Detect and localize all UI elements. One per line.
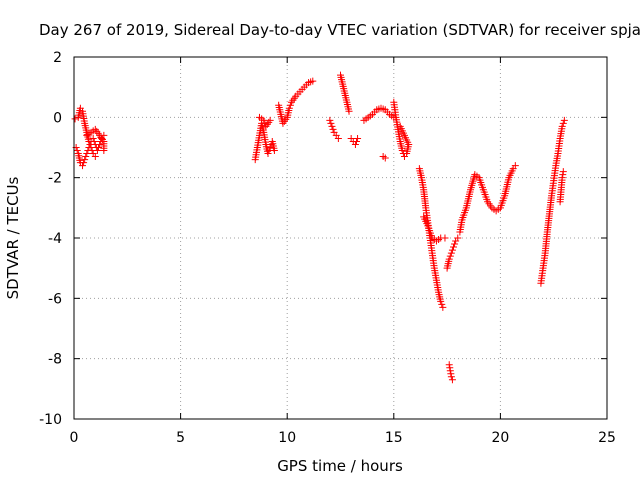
data-point (264, 150, 272, 158)
data-point (334, 134, 342, 142)
data-point (328, 122, 336, 130)
y-tick-label: -10 (39, 412, 62, 428)
data-point (454, 234, 462, 242)
data-point (441, 234, 449, 242)
data-point (85, 144, 93, 151)
data-point (93, 147, 101, 155)
data-point (439, 303, 447, 311)
x-tick-label: 10 (278, 430, 296, 446)
data-point (96, 140, 104, 148)
x-tick-label: 20 (491, 430, 509, 446)
data-point (559, 119, 567, 127)
data-point (260, 116, 268, 124)
data-point (558, 122, 566, 130)
data-point (558, 174, 566, 182)
data-point (89, 134, 97, 142)
data-point (560, 116, 568, 124)
y-tick-label: 2 (53, 50, 62, 66)
data-point (446, 364, 454, 372)
data-point (309, 77, 317, 85)
y-tick-label: -6 (48, 291, 62, 307)
data-point (95, 144, 103, 151)
data-point (381, 154, 389, 162)
data-point (81, 156, 89, 164)
data-points (71, 71, 568, 384)
data-point (351, 140, 359, 148)
data-point (396, 122, 404, 130)
x-axis-ticks: 0 5 10 15 20 25 (70, 57, 616, 446)
data-point (354, 134, 362, 142)
data-point (448, 376, 456, 384)
data-point (326, 116, 334, 124)
data-point (83, 150, 91, 158)
data-point (449, 243, 457, 251)
y-tick-label: -4 (48, 231, 62, 247)
data-point (82, 153, 90, 161)
data-point (285, 104, 293, 112)
data-point (445, 255, 453, 263)
y-tick-label: 0 (53, 110, 62, 126)
data-point (80, 159, 88, 167)
data-point (559, 168, 567, 176)
data-point (445, 361, 453, 369)
data-point (398, 147, 406, 155)
data-point (100, 147, 108, 155)
data-point (447, 249, 455, 257)
data-point (447, 373, 455, 381)
data-point (73, 147, 81, 155)
plot-frame (73, 56, 608, 420)
data-point (84, 147, 92, 155)
x-tick-label: 15 (385, 430, 403, 446)
data-point (327, 119, 335, 127)
data-point (91, 153, 99, 161)
data-point (446, 252, 454, 260)
data-point (270, 147, 278, 155)
data-point (437, 297, 445, 305)
data-point (90, 137, 98, 145)
data-point (448, 246, 456, 254)
data-point (511, 162, 519, 170)
grid-lines (74, 57, 607, 419)
data-point (329, 125, 337, 133)
data-point (446, 367, 454, 375)
x-axis-label: GPS time / hours (277, 457, 403, 475)
data-point (438, 300, 446, 308)
data-point (559, 171, 567, 179)
x-tick-label: 0 (70, 430, 79, 446)
data-point (451, 240, 459, 248)
data-point (447, 370, 455, 378)
data-point (345, 107, 353, 115)
x-tick-label: 5 (176, 430, 185, 446)
chart-title: Day 267 of 2019, Sidereal Day-to-day VTE… (39, 21, 640, 39)
y-axis-label: SDTVAR / TECUs (4, 176, 22, 299)
data-point (266, 144, 274, 151)
y-tick-label: -2 (48, 171, 62, 187)
data-point (79, 162, 87, 170)
data-point (71, 115, 79, 123)
x-tick-label: 25 (598, 430, 616, 446)
y-tick-label: -8 (48, 352, 62, 368)
y-axis-ticks: -10 -8 -6 -4 -2 0 2 (39, 50, 607, 428)
data-point (286, 101, 294, 109)
data-point (266, 116, 274, 124)
data-point (352, 137, 360, 145)
